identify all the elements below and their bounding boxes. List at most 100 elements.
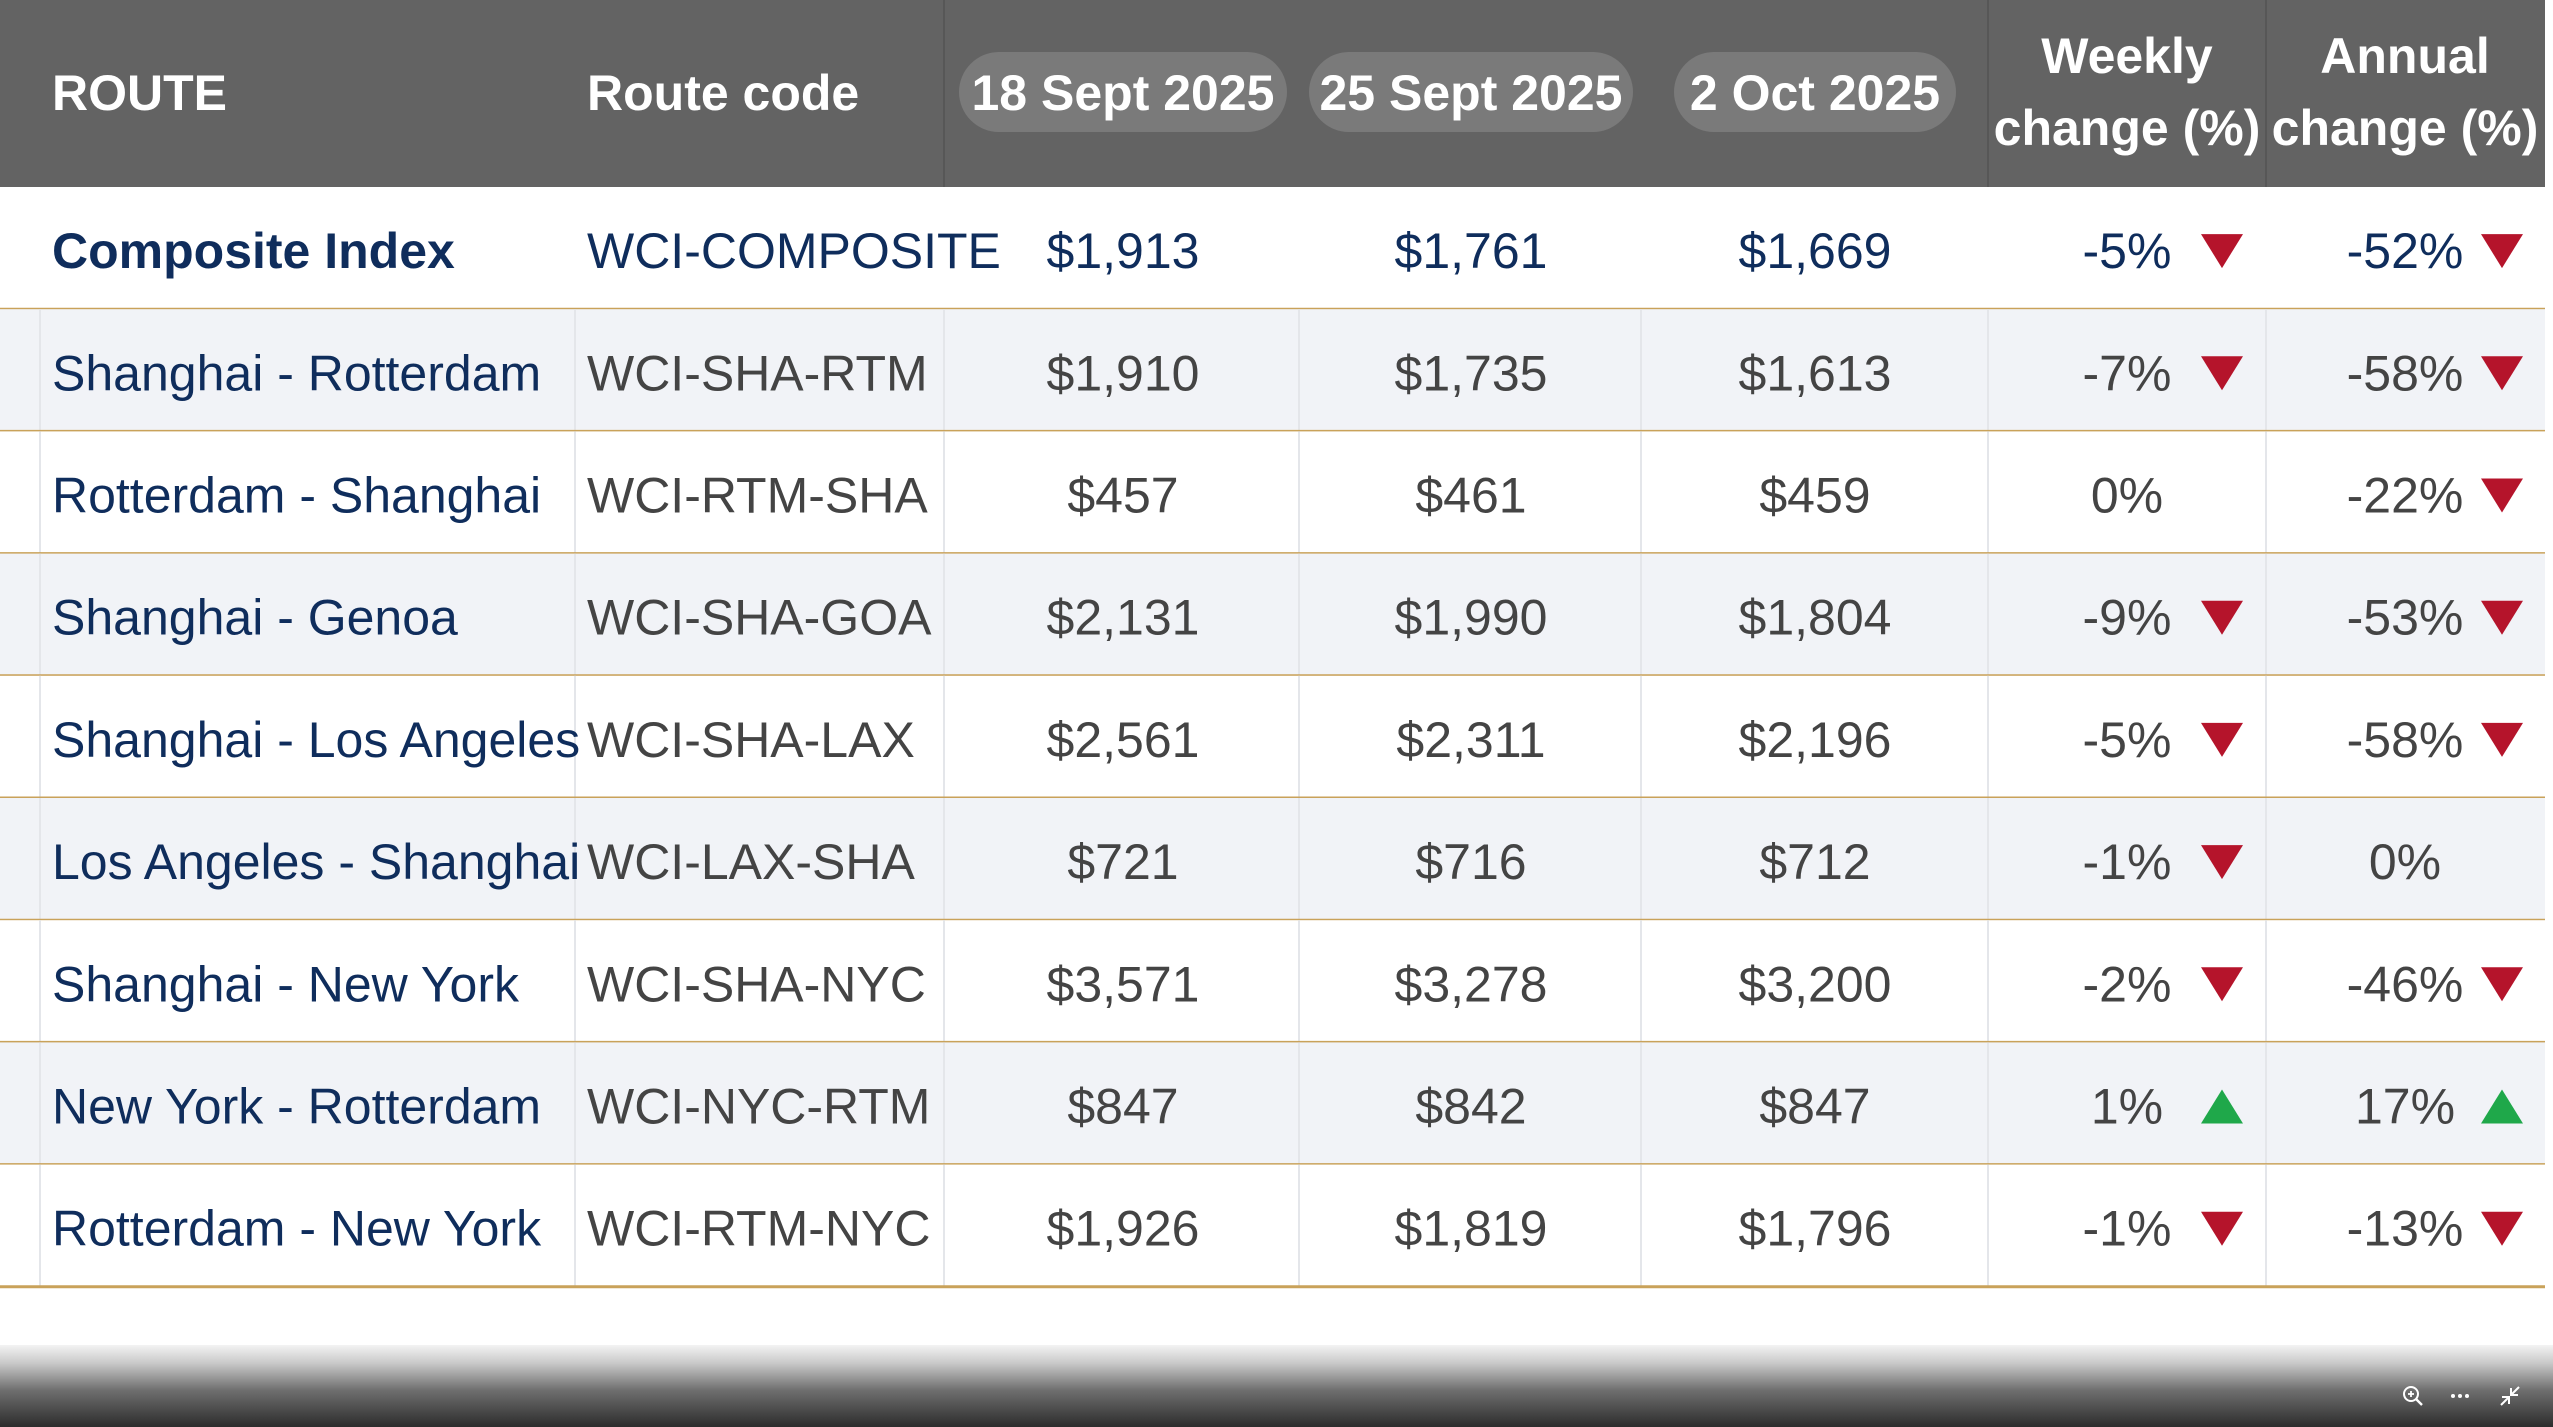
row-background bbox=[0, 553, 2545, 676]
route-name: Shanghai - Genoa bbox=[52, 590, 458, 646]
weekly-change-value: -5% bbox=[2083, 712, 2172, 768]
down-arrow-icon bbox=[2201, 600, 2243, 635]
down-arrow-icon bbox=[2201, 1211, 2243, 1246]
down-arrow-icon bbox=[2481, 600, 2523, 635]
rate-value: $1,735 bbox=[1395, 345, 1548, 401]
annual-change-value: -46% bbox=[2347, 956, 2464, 1012]
date-pill bbox=[959, 52, 1287, 132]
rate-value: $1,913 bbox=[1047, 223, 1200, 279]
wci-rate-table: ROUTE Route code 18 Sept 2025 25 Sept 2025 2… bbox=[0, 0, 2545, 1289]
rate-value: $842 bbox=[1415, 1079, 1526, 1135]
weekly-change-value: -9% bbox=[2083, 590, 2172, 646]
annual-change-value: -58% bbox=[2347, 712, 2464, 768]
route-name: Rotterdam - New York bbox=[52, 1201, 542, 1257]
route-name: Shanghai - Los Angeles bbox=[52, 712, 580, 768]
header-date: 25 Sept 2025 bbox=[1320, 65, 1623, 121]
route-code: WCI-NYC-RTM bbox=[587, 1079, 930, 1135]
rate-value: $1,990 bbox=[1395, 590, 1548, 646]
table-row bbox=[0, 920, 2545, 1044]
weekly-change-value: -2% bbox=[2083, 956, 2172, 1012]
more-icon[interactable] bbox=[2447, 1383, 2473, 1409]
header-date: 18 Sept 2025 bbox=[972, 65, 1275, 121]
row-background bbox=[0, 309, 2545, 432]
annual-change-value: -58% bbox=[2347, 345, 2464, 401]
down-arrow-icon bbox=[2201, 845, 2243, 880]
route-code: WCI-SHA-NYC bbox=[587, 956, 926, 1012]
down-arrow-icon bbox=[2201, 234, 2243, 269]
rate-value: $712 bbox=[1759, 834, 1870, 890]
route-name: Rotterdam - Shanghai bbox=[52, 468, 541, 524]
route-name: Composite Index bbox=[52, 223, 455, 279]
annual-change-value: -52% bbox=[2347, 223, 2464, 279]
rate-value: $1,910 bbox=[1047, 345, 1200, 401]
date-pill bbox=[1674, 52, 1956, 132]
rate-value: $721 bbox=[1067, 834, 1178, 890]
down-arrow-icon bbox=[2481, 234, 2523, 269]
rate-value: $2,131 bbox=[1047, 590, 1200, 646]
table-row bbox=[0, 1164, 2545, 1289]
weekly-change-value: 0% bbox=[2091, 468, 2163, 524]
route-name: New York - Rotterdam bbox=[52, 1079, 541, 1135]
rate-value: $716 bbox=[1415, 834, 1526, 890]
down-arrow-icon bbox=[2481, 967, 2523, 1002]
down-arrow-icon bbox=[2201, 967, 2243, 1002]
up-arrow-icon bbox=[2481, 1089, 2523, 1124]
weekly-change-value: 1% bbox=[2091, 1079, 2163, 1135]
weekly-change-value: -1% bbox=[2083, 1201, 2172, 1257]
annual-change-value: -53% bbox=[2347, 590, 2464, 646]
rate-value: $1,796 bbox=[1739, 1201, 1892, 1257]
weekly-change-value: -1% bbox=[2083, 834, 2172, 890]
route-name: Shanghai - Rotterdam bbox=[52, 345, 541, 401]
header-weekly-change: change (%) bbox=[1994, 100, 2261, 156]
row-background bbox=[0, 431, 2545, 554]
row-background bbox=[0, 675, 2545, 798]
rate-value: $461 bbox=[1415, 468, 1526, 524]
bottom-toolbar bbox=[0, 1345, 2553, 1427]
rate-value: $459 bbox=[1759, 468, 1870, 524]
down-arrow-icon bbox=[2481, 722, 2523, 757]
down-arrow-icon bbox=[2201, 722, 2243, 757]
rate-value: $2,561 bbox=[1047, 712, 1200, 768]
down-arrow-icon bbox=[2481, 1211, 2523, 1246]
weekly-change-value: -5% bbox=[2083, 223, 2172, 279]
rate-value: $2,311 bbox=[1396, 712, 1545, 768]
route-code: WCI-SHA-GOA bbox=[587, 590, 932, 646]
annual-change-value: -13% bbox=[2347, 1201, 2464, 1257]
route-name: Shanghai - New York bbox=[52, 956, 520, 1012]
down-arrow-icon bbox=[2481, 478, 2523, 513]
rate-value: $457 bbox=[1067, 468, 1178, 524]
table-row bbox=[0, 798, 2545, 922]
rate-value: $847 bbox=[1759, 1079, 1870, 1135]
header-annual-change: change (%) bbox=[2272, 100, 2539, 156]
header-annual-change: Annual bbox=[2320, 28, 2489, 84]
route-code: WCI-SHA-LAX bbox=[587, 712, 915, 768]
header-weekly-change: Weekly bbox=[2041, 28, 2213, 84]
route-name: Los Angeles - Shanghai bbox=[52, 834, 580, 890]
annual-change-value: -22% bbox=[2347, 468, 2464, 524]
rate-value: $1,804 bbox=[1739, 590, 1892, 646]
route-code: WCI-RTM-SHA bbox=[587, 468, 928, 524]
rate-value: $1,613 bbox=[1739, 345, 1892, 401]
table-row bbox=[0, 675, 2545, 800]
up-arrow-icon bbox=[2201, 1089, 2243, 1124]
header-route: ROUTE bbox=[52, 65, 227, 121]
route-code: WCI-LAX-SHA bbox=[587, 834, 915, 890]
rate-value: $1,926 bbox=[1047, 1201, 1200, 1257]
rate-value: $1,669 bbox=[1739, 223, 1892, 279]
row-background bbox=[0, 1164, 2545, 1287]
table-row bbox=[0, 187, 2545, 311]
route-code: WCI-RTM-NYC bbox=[587, 1201, 930, 1257]
collapse-icon[interactable] bbox=[2497, 1383, 2523, 1409]
rate-value: $847 bbox=[1067, 1079, 1178, 1135]
weekly-change-value: -7% bbox=[2083, 345, 2172, 401]
rate-value: $1,819 bbox=[1395, 1201, 1548, 1257]
date-pill bbox=[1309, 52, 1633, 132]
row-background bbox=[0, 920, 2545, 1043]
rate-value: $1,761 bbox=[1395, 223, 1548, 279]
rate-value: $3,278 bbox=[1395, 956, 1548, 1012]
zoom-in-icon[interactable] bbox=[2400, 1383, 2426, 1409]
down-arrow-icon bbox=[2201, 356, 2243, 391]
rate-value: $2,196 bbox=[1739, 712, 1892, 768]
header-route-code: Route code bbox=[587, 65, 859, 121]
annual-change-value: 0% bbox=[2369, 834, 2441, 890]
